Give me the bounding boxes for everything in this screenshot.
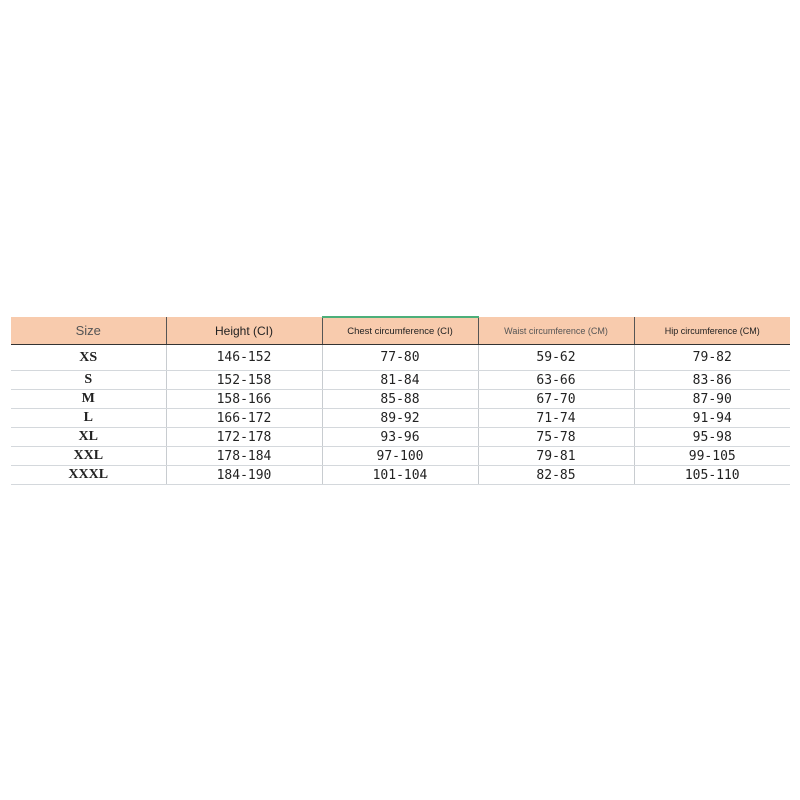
header-row: Size Height (CI) Chest circumference (CI… bbox=[11, 316, 790, 345]
cell-size: M bbox=[11, 389, 166, 409]
cell-size: XXL bbox=[11, 446, 166, 466]
cell-waist: 71-74 bbox=[477, 408, 634, 428]
cell-waist: 63-66 bbox=[477, 370, 634, 390]
table-row: L 166-172 89-92 71-74 91-94 bbox=[11, 408, 790, 428]
cell-chest: 81-84 bbox=[321, 370, 478, 390]
table-row: XXXL 184-190 101-104 82-85 105-110 bbox=[11, 465, 790, 485]
cell-height: 158-166 bbox=[165, 389, 322, 409]
cell-chest: 85-88 bbox=[321, 389, 478, 409]
header-height: Height (CI) bbox=[165, 317, 322, 345]
cell-hip: 91-94 bbox=[633, 408, 790, 428]
cell-height: 178-184 bbox=[165, 446, 322, 466]
header-chest: Chest circumference (CI) bbox=[321, 316, 478, 345]
table-row: XL 172-178 93-96 75-78 95-98 bbox=[11, 427, 790, 447]
cell-hip: 95-98 bbox=[633, 427, 790, 447]
table-row: S 152-158 81-84 63-66 83-86 bbox=[11, 370, 790, 390]
header-waist: Waist circumference (CM) bbox=[477, 317, 634, 345]
cell-size: XXXL bbox=[11, 465, 166, 485]
cell-chest: 89-92 bbox=[321, 408, 478, 428]
cell-hip: 87-90 bbox=[633, 389, 790, 409]
cell-size: XS bbox=[11, 344, 166, 371]
table-row: XXL 178-184 97-100 79-81 99-105 bbox=[11, 446, 790, 466]
cell-hip: 99-105 bbox=[633, 446, 790, 466]
cell-size: S bbox=[11, 370, 166, 390]
cell-waist: 67-70 bbox=[477, 389, 634, 409]
cell-waist: 82-85 bbox=[477, 465, 634, 485]
cell-chest: 101-104 bbox=[321, 465, 478, 485]
size-chart-table: Size Height (CI) Chest circumference (CI… bbox=[11, 316, 790, 485]
header-hip: Hip circumference (CM) bbox=[633, 317, 790, 345]
cell-waist: 75-78 bbox=[477, 427, 634, 447]
cell-hip: 79-82 bbox=[633, 344, 790, 371]
cell-waist: 59-62 bbox=[477, 344, 634, 371]
table-row: M 158-166 85-88 67-70 87-90 bbox=[11, 389, 790, 409]
cell-waist: 79-81 bbox=[477, 446, 634, 466]
table-row: XS 146-152 77-80 59-62 79-82 bbox=[11, 344, 790, 371]
cell-hip: 105-110 bbox=[633, 465, 790, 485]
cell-size: L bbox=[11, 408, 166, 428]
cell-height: 152-158 bbox=[165, 370, 322, 390]
cell-height: 184-190 bbox=[165, 465, 322, 485]
cell-height: 172-178 bbox=[165, 427, 322, 447]
header-size: Size bbox=[11, 317, 166, 345]
cell-chest: 97-100 bbox=[321, 446, 478, 466]
cell-chest: 77-80 bbox=[321, 344, 478, 371]
cell-height: 146-152 bbox=[165, 344, 322, 371]
cell-hip: 83-86 bbox=[633, 370, 790, 390]
cell-height: 166-172 bbox=[165, 408, 322, 428]
cell-chest: 93-96 bbox=[321, 427, 478, 447]
cell-size: XL bbox=[11, 427, 166, 447]
